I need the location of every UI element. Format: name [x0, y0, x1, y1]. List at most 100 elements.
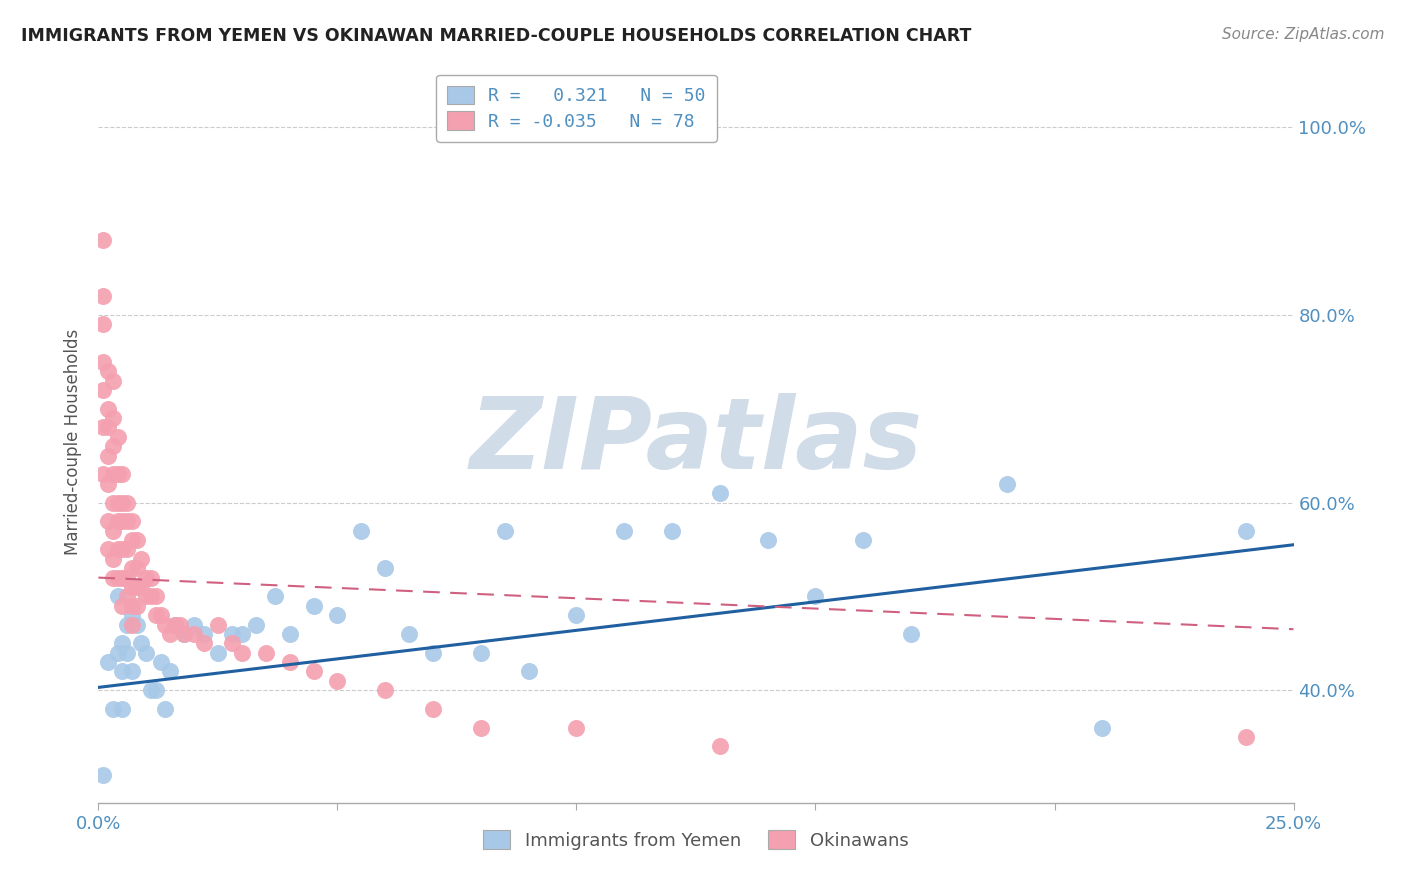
Point	[804, 590, 827, 604]
Point	[207, 617, 229, 632]
Point	[111, 665, 134, 679]
Point	[135, 646, 157, 660]
Point	[97, 364, 120, 378]
Point	[264, 590, 287, 604]
Point	[115, 590, 138, 604]
Point	[374, 683, 396, 698]
Point	[169, 617, 191, 632]
Point	[121, 617, 143, 632]
Y-axis label: Married-couple Households: Married-couple Households	[65, 328, 83, 555]
Point	[278, 627, 301, 641]
Point	[121, 561, 143, 575]
Point	[470, 721, 492, 735]
Point	[155, 702, 177, 716]
Point	[111, 636, 134, 650]
Point	[231, 646, 253, 660]
Point	[101, 524, 124, 538]
Point	[107, 646, 129, 660]
Point	[121, 533, 143, 547]
Point	[193, 627, 215, 641]
Point	[207, 646, 229, 660]
Point	[709, 739, 731, 754]
Point	[121, 599, 143, 613]
Point	[326, 608, 349, 623]
Point	[101, 411, 124, 425]
Point	[139, 683, 162, 698]
Text: Source: ZipAtlas.com: Source: ZipAtlas.com	[1222, 27, 1385, 42]
Point	[139, 590, 162, 604]
Point	[91, 467, 114, 482]
Point	[149, 608, 172, 623]
Point	[183, 627, 205, 641]
Point	[111, 599, 134, 613]
Point	[302, 665, 325, 679]
Point	[91, 289, 114, 303]
Point	[221, 627, 243, 641]
Text: IMMIGRANTS FROM YEMEN VS OKINAWAN MARRIED-COUPLE HOUSEHOLDS CORRELATION CHART: IMMIGRANTS FROM YEMEN VS OKINAWAN MARRIE…	[21, 27, 972, 45]
Point	[91, 355, 114, 369]
Point	[125, 617, 148, 632]
Point	[155, 617, 177, 632]
Point	[422, 646, 444, 660]
Point	[494, 524, 516, 538]
Point	[374, 561, 396, 575]
Point	[709, 486, 731, 500]
Point	[470, 646, 492, 660]
Point	[422, 702, 444, 716]
Point	[115, 571, 138, 585]
Point	[756, 533, 779, 547]
Point	[326, 673, 349, 688]
Point	[97, 514, 120, 528]
Point	[131, 551, 153, 566]
Point	[111, 514, 134, 528]
Point	[101, 495, 124, 509]
Point	[97, 449, 120, 463]
Point	[107, 571, 129, 585]
Point	[278, 655, 301, 669]
Point	[91, 420, 114, 434]
Point	[91, 767, 114, 781]
Point	[125, 580, 148, 594]
Point	[159, 665, 181, 679]
Point	[173, 627, 195, 641]
Text: ZIPatlas: ZIPatlas	[470, 393, 922, 490]
Point	[115, 617, 138, 632]
Point	[1234, 730, 1257, 744]
Point	[661, 524, 683, 538]
Point	[111, 542, 134, 557]
Point	[97, 476, 120, 491]
Point	[107, 495, 129, 509]
Point	[115, 542, 138, 557]
Point	[139, 571, 162, 585]
Point	[995, 476, 1018, 491]
Point	[101, 374, 124, 388]
Point	[115, 514, 138, 528]
Point	[121, 665, 143, 679]
Point	[101, 439, 124, 453]
Point	[131, 636, 153, 650]
Point	[183, 617, 205, 632]
Point	[159, 627, 181, 641]
Point	[565, 608, 588, 623]
Point	[107, 542, 129, 557]
Point	[231, 627, 253, 641]
Point	[254, 646, 277, 660]
Point	[900, 627, 922, 641]
Point	[131, 580, 153, 594]
Point	[221, 636, 243, 650]
Point	[91, 318, 114, 332]
Point	[107, 514, 129, 528]
Point	[350, 524, 373, 538]
Point	[107, 430, 129, 444]
Point	[97, 542, 120, 557]
Point	[613, 524, 636, 538]
Point	[135, 590, 157, 604]
Point	[97, 655, 120, 669]
Point	[302, 599, 325, 613]
Point	[107, 467, 129, 482]
Point	[245, 617, 267, 632]
Point	[101, 551, 124, 566]
Point	[398, 627, 420, 641]
Point	[101, 571, 124, 585]
Point	[91, 383, 114, 397]
